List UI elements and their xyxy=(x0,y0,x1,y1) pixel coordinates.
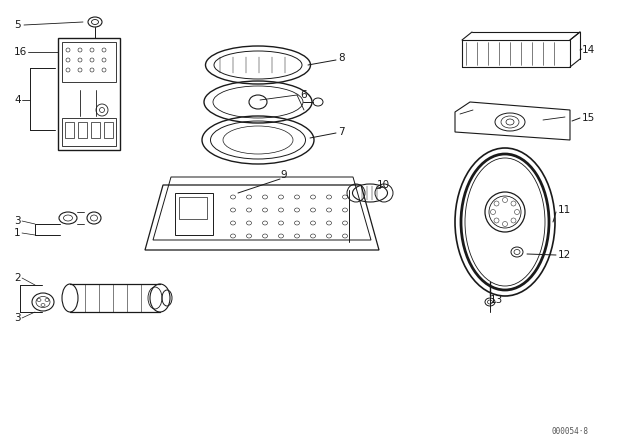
Text: 11: 11 xyxy=(558,205,572,215)
Bar xyxy=(104,122,113,138)
Text: 16: 16 xyxy=(14,47,28,57)
Bar xyxy=(62,42,116,82)
Text: 12: 12 xyxy=(558,250,572,260)
Text: 1: 1 xyxy=(14,228,20,238)
Text: 14: 14 xyxy=(582,45,595,55)
Text: 3: 3 xyxy=(14,216,20,226)
Text: 9: 9 xyxy=(280,170,287,180)
Text: 6: 6 xyxy=(300,90,307,100)
Text: 5: 5 xyxy=(14,20,20,30)
Bar xyxy=(175,193,213,235)
Bar xyxy=(58,38,120,150)
Bar xyxy=(78,122,87,138)
Text: 10: 10 xyxy=(377,180,390,190)
Text: 7: 7 xyxy=(338,127,344,137)
Text: 15: 15 xyxy=(582,113,595,123)
Bar xyxy=(91,122,100,138)
Text: 4: 4 xyxy=(14,95,20,105)
Bar xyxy=(179,197,207,219)
Text: 000054·8: 000054·8 xyxy=(552,427,589,436)
Text: 13: 13 xyxy=(490,295,503,305)
Bar xyxy=(62,118,116,146)
Text: 2: 2 xyxy=(14,273,20,283)
Text: 8: 8 xyxy=(338,53,344,63)
Text: 3: 3 xyxy=(14,313,20,323)
Bar xyxy=(65,122,74,138)
